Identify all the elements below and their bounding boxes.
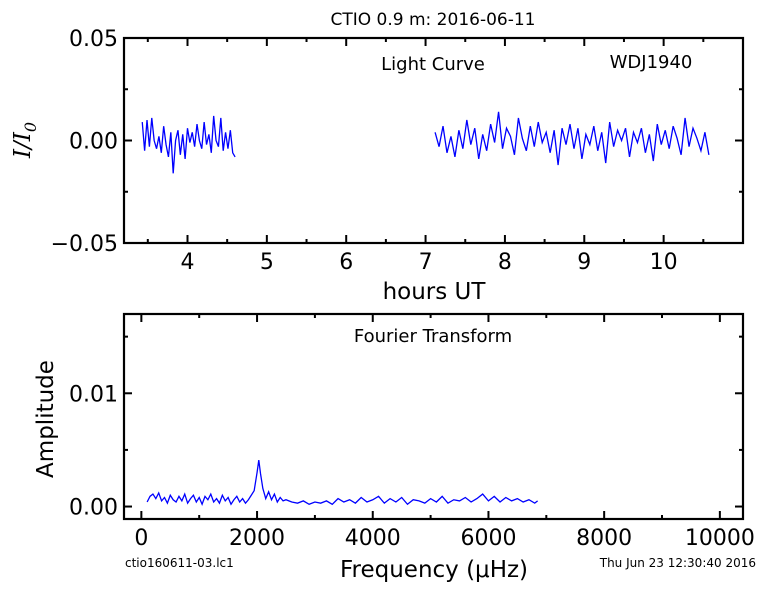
fourier-tick-labels: 0 2000 4000 6000 8000 10000 0.00 0.01 [69,382,755,551]
light-curve-y-axis-label: I/I0 [10,122,40,159]
fourier-y-tick-label: 0.01 [69,382,118,407]
light-curve-x-tick-label: 5 [260,250,274,275]
fourier-series-group [146,460,539,507]
fourier-y-tick-label: 0.00 [69,496,118,521]
light-curve-y-tick-label: 0.05 [69,27,118,52]
fourier-x-tick-label: 8000 [576,526,632,551]
light-curve-x-axis-label: hours UT [383,279,487,305]
fourier-x-tick-label: 4000 [345,526,401,551]
fourier-x-tick-label: 10000 [685,526,755,551]
fourier-y-axis-label: Amplitude [33,360,59,478]
fourier-x-axis-label: Frequency (μHz) [340,557,528,583]
light-curve-y-tick-label: 0.00 [69,130,118,155]
light-curve-y-axis-label-subscript: 0 [21,122,40,132]
object-label: WDJ1940 [610,52,693,73]
light-curve-ticks [124,37,743,244]
fourier-ticks [124,314,743,519]
footer-right-timestamp: Thu Jun 23 12:30:40 2016 [599,556,756,570]
light-curve-series-line-1 [141,115,236,174]
light-curve-x-tick-label: 6 [339,250,353,275]
light-curve-x-tick-label: 7 [419,250,433,275]
figure-title: CTIO 0.9 m: 2016-06-11 [331,10,536,30]
fourier-series-line-1 [146,460,539,507]
fourier-x-tick-label: 0 [134,526,148,551]
fourier-inner-label: Fourier Transform [354,326,512,347]
fourier-x-tick-label: 2000 [229,526,285,551]
light-curve-x-tick-label: 8 [498,250,512,275]
light-curve-series-line-2 [434,111,710,166]
light-curve-x-tick-label: 9 [577,250,591,275]
light-curve-series-group [141,111,710,174]
light-curve-x-tick-label: 4 [180,250,194,275]
light-curve-y-axis-label-text: I/I0 [10,122,40,159]
fourier-axis-frame [122,312,745,521]
light-curve-y-tick-label: −0.05 [51,232,118,257]
light-curve-x-tick-label: 10 [650,250,678,275]
fourier-panel: 0 2000 4000 6000 8000 10000 0.00 0.01 Fourier T… [33,312,755,583]
light-curve-tick-labels: 4 5 6 7 8 9 10 −0.05 0.00 0.05 [51,27,678,275]
light-curve-panel: 4 5 6 7 8 9 10 −0.05 0.00 0.05 Light Curve WDJ194… [10,27,745,305]
light-curve-inner-label: Light Curve [381,54,485,75]
footer-left-filename: ctio160611-03.lc1 [125,556,234,570]
fourier-x-tick-label: 6000 [460,526,516,551]
